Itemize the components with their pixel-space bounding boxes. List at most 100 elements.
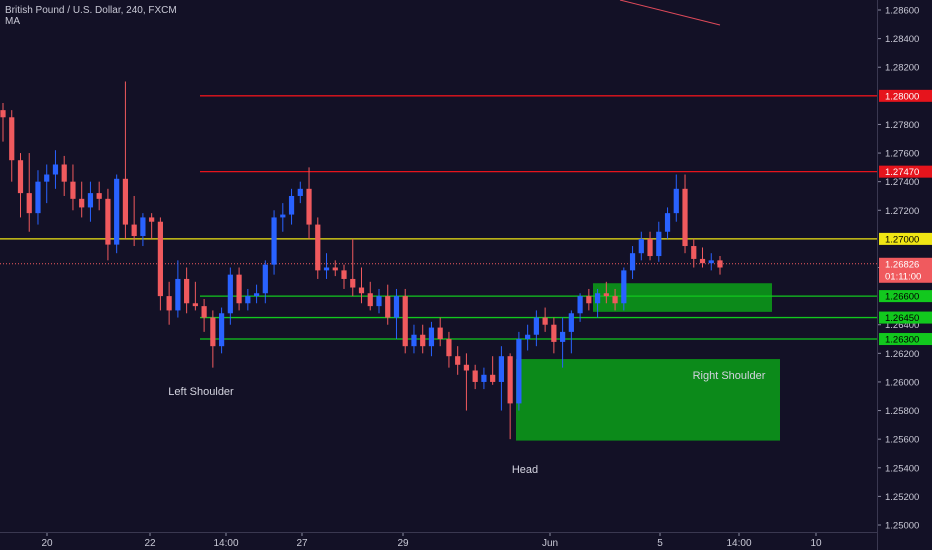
candle-body bbox=[52, 164, 59, 175]
candle-body bbox=[17, 160, 24, 194]
candle-body bbox=[227, 274, 233, 314]
price-axis-separator bbox=[877, 0, 878, 550]
candle-body bbox=[315, 224, 321, 271]
candle-body bbox=[594, 293, 601, 304]
candle-body bbox=[367, 293, 373, 307]
candle-body bbox=[656, 231, 662, 257]
candle-body bbox=[507, 356, 513, 404]
price-level-tag bbox=[879, 89, 932, 102]
price-level-tag-label: 1.26300 bbox=[885, 335, 919, 346]
candle-body bbox=[201, 306, 207, 318]
candle-body bbox=[288, 195, 295, 215]
candle-body bbox=[280, 214, 286, 218]
candle-body bbox=[9, 117, 15, 161]
price-level-tag-label: 1.26600 bbox=[885, 292, 919, 303]
candle-body bbox=[568, 313, 574, 332]
candle-body bbox=[629, 253, 636, 271]
x-tick-label: 27 bbox=[296, 538, 308, 549]
candle-body bbox=[87, 193, 94, 208]
current-price-tag bbox=[879, 257, 932, 283]
candle-body bbox=[253, 293, 260, 297]
price-level-tag bbox=[879, 311, 932, 324]
candle-body bbox=[542, 317, 548, 325]
candle-body bbox=[673, 188, 679, 214]
candle-body bbox=[175, 278, 181, 311]
y-tick-label: 1.25000 bbox=[885, 521, 919, 532]
demand-zone bbox=[516, 359, 780, 441]
time-axis-separator bbox=[0, 532, 877, 533]
y-tick-label: 1.25200 bbox=[885, 492, 919, 503]
chart-legend: British Pound / U.S. Dollar, 240, FXCM M… bbox=[5, 5, 177, 27]
y-tick-label: 1.26200 bbox=[885, 349, 919, 360]
candle-body bbox=[271, 217, 277, 265]
candle-body bbox=[647, 238, 653, 257]
countdown-label: 01:11:00 bbox=[885, 271, 921, 282]
x-tick-label: 14:00 bbox=[213, 538, 238, 549]
candle-body bbox=[114, 178, 120, 245]
candle-body bbox=[350, 278, 356, 288]
candle-body bbox=[166, 296, 172, 311]
candle-body bbox=[79, 198, 85, 208]
y-tick-label: 1.25800 bbox=[885, 406, 919, 417]
candle-body bbox=[44, 174, 50, 182]
y-tick-label: 1.28600 bbox=[885, 6, 919, 17]
candle-body bbox=[105, 198, 111, 245]
candle-body bbox=[603, 293, 609, 297]
candle-body bbox=[411, 334, 417, 347]
candle-body bbox=[455, 356, 461, 365]
candle-body bbox=[560, 331, 566, 342]
candle-body bbox=[332, 267, 338, 271]
indicator-label: MA bbox=[5, 16, 20, 27]
pattern-annotation: Right Shoulder bbox=[693, 370, 766, 382]
candle-body bbox=[70, 181, 76, 199]
candle-body bbox=[402, 296, 408, 347]
candle-body bbox=[577, 296, 583, 314]
candle-body bbox=[297, 188, 303, 196]
candle-body bbox=[551, 324, 557, 342]
candle-body bbox=[149, 217, 155, 222]
candle-body bbox=[708, 260, 714, 264]
y-tick-label: 1.25600 bbox=[885, 435, 919, 446]
y-tick-label: 1.27200 bbox=[885, 206, 919, 217]
price-level-tag bbox=[879, 290, 932, 303]
candle-body bbox=[621, 270, 627, 304]
candle-body bbox=[306, 188, 312, 225]
demand-zone bbox=[593, 283, 772, 312]
candle-body bbox=[358, 287, 365, 294]
price-level-tag-label: 1.26450 bbox=[885, 313, 919, 324]
candle-body bbox=[612, 296, 618, 304]
candle-body bbox=[393, 296, 400, 318]
price-level-tag bbox=[879, 232, 932, 245]
candle-body bbox=[210, 317, 216, 347]
price-level-tag bbox=[879, 165, 932, 178]
candle-body bbox=[341, 270, 347, 279]
y-tick-label: 1.27600 bbox=[885, 149, 919, 160]
candle-body bbox=[533, 317, 539, 335]
y-tick-label: 1.25400 bbox=[885, 463, 919, 474]
candle-body bbox=[586, 296, 592, 304]
y-tick-label: 1.28400 bbox=[885, 34, 919, 45]
candle-body bbox=[323, 267, 330, 271]
candle-body bbox=[463, 364, 470, 371]
candle-body bbox=[61, 164, 67, 182]
candle-body bbox=[131, 224, 137, 237]
candle-body bbox=[420, 334, 426, 347]
y-tick-label: 1.27800 bbox=[885, 120, 919, 131]
candle-body bbox=[717, 260, 723, 268]
candle-body bbox=[516, 339, 522, 404]
candle-body bbox=[664, 213, 671, 232]
candle-body bbox=[428, 327, 435, 347]
y-tick-label: 1.28200 bbox=[885, 63, 919, 74]
price-level-tag bbox=[879, 333, 932, 346]
x-tick-label: 5 bbox=[657, 538, 663, 549]
candle-body bbox=[699, 258, 706, 264]
candle-body bbox=[376, 296, 382, 307]
x-tick-label: 14:00 bbox=[726, 538, 751, 549]
candle-body bbox=[236, 274, 242, 304]
candle-body bbox=[691, 246, 697, 259]
price-level-tag-label: 1.28000 bbox=[885, 91, 919, 102]
candle-body bbox=[26, 193, 32, 214]
x-tick-label: 20 bbox=[41, 538, 53, 549]
candle-body bbox=[218, 313, 225, 347]
